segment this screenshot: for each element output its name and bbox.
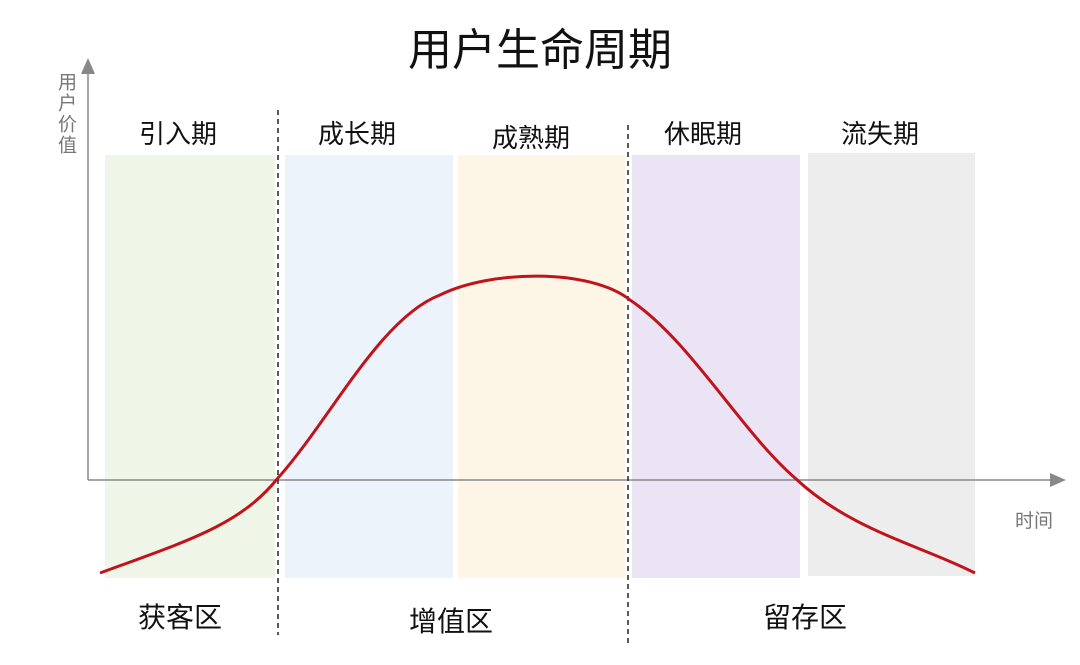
stage-band <box>808 153 975 576</box>
stage-label: 引入期 <box>138 120 218 150</box>
stage-band <box>458 155 625 578</box>
stage-label: 休眠期 <box>663 120 743 150</box>
y-axis-label: 用户价值 <box>55 72 77 156</box>
stage-label: 成熟期 <box>491 124 571 154</box>
lifecycle-curve <box>99 274 976 575</box>
stage-band <box>105 155 275 578</box>
zone-label: 获客区 <box>137 601 223 634</box>
stage-label: 成长期 <box>317 120 397 150</box>
zone-label: 留存区 <box>762 601 848 634</box>
x-axis-label: 时间 <box>1014 510 1054 532</box>
x-axis-arrow <box>1050 473 1066 487</box>
stage-band <box>632 155 800 578</box>
title: 用户生命周期 <box>408 25 672 76</box>
y-axis-arrow <box>81 58 95 74</box>
stage-band <box>285 155 453 578</box>
stage-label: 流失期 <box>840 120 920 150</box>
zone-label: 增值区 <box>408 605 494 638</box>
